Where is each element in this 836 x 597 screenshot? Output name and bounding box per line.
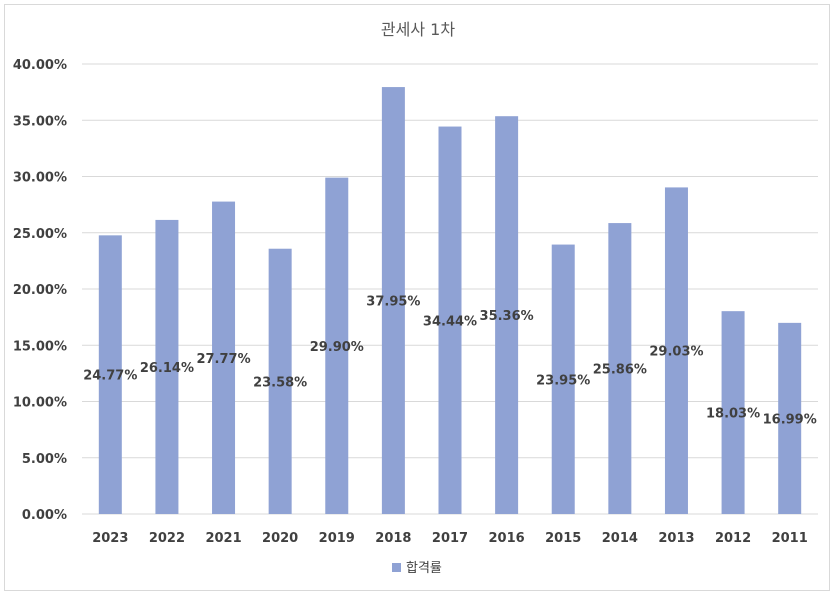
y-tick-label: 10.00%	[13, 396, 67, 411]
bar	[608, 223, 632, 514]
y-tick-label: 30.00%	[13, 171, 67, 186]
data-label: 16.99%	[763, 412, 817, 427]
x-tick-label: 2014	[602, 531, 638, 546]
legend-label: 합격률	[406, 561, 442, 576]
data-label: 23.95%	[536, 373, 590, 388]
x-tick-label: 2013	[658, 531, 694, 546]
bar	[721, 311, 745, 514]
y-tick-label: 25.00%	[13, 227, 67, 242]
data-label: 29.90%	[310, 340, 364, 355]
x-tick-label: 2019	[319, 531, 355, 546]
legend-swatch	[392, 563, 401, 572]
data-label: 29.03%	[649, 345, 703, 360]
bar	[778, 322, 802, 514]
bar	[98, 235, 122, 514]
y-tick-label: 0.00%	[22, 508, 67, 523]
bar	[551, 244, 575, 514]
x-tick-label: 2022	[149, 531, 185, 546]
legend: 합격률	[392, 561, 442, 576]
y-tick-label: 35.00%	[13, 114, 67, 129]
data-label: 34.44%	[423, 314, 477, 329]
x-tick-label: 2017	[432, 531, 468, 546]
y-tick-label: 20.00%	[13, 283, 67, 298]
x-tick-label: 2018	[375, 531, 411, 546]
data-label: 27.77%	[196, 352, 250, 367]
data-label: 23.58%	[253, 375, 307, 390]
chart-frame	[4, 4, 830, 591]
x-tick-label: 2015	[545, 531, 581, 546]
bar	[381, 87, 405, 514]
bar	[325, 177, 349, 514]
bars	[98, 87, 802, 515]
x-tick-label: 2016	[489, 531, 525, 546]
bar	[495, 116, 519, 514]
data-label: 24.77%	[83, 369, 137, 384]
bar	[664, 187, 688, 514]
bar	[268, 248, 292, 514]
x-tick-label: 2021	[205, 531, 241, 546]
x-tick-label: 2023	[92, 531, 128, 546]
bar	[155, 219, 179, 515]
y-tick-label: 5.00%	[22, 452, 67, 467]
x-tick-label: 2020	[262, 531, 298, 546]
y-tick-label: 40.00%	[13, 58, 67, 73]
x-tick-label: 2012	[715, 531, 751, 546]
data-label: 37.95%	[366, 295, 420, 310]
bar	[438, 126, 462, 515]
data-label: 26.14%	[140, 361, 194, 376]
data-label: 18.03%	[706, 407, 760, 422]
y-axis-ticks: 0.00% 5.00% 10.00% 15.00% 20.00% 25.00% 30.00%…	[13, 58, 67, 523]
x-axis-ticks: 2023 2022 2021 2020 2019 2018 2017 2016 2015 2014…	[92, 531, 808, 546]
data-label: 35.36%	[480, 309, 534, 324]
bar	[212, 201, 236, 514]
data-labels: 24.77%26.14%27.77%23.58% 29.90% 37.95%34.4…	[83, 295, 817, 428]
chart-title: 관세사 1차	[381, 20, 455, 39]
y-tick-label: 15.00%	[13, 339, 67, 354]
data-label: 25.86%	[593, 363, 647, 378]
x-tick-label: 2011	[772, 531, 808, 546]
